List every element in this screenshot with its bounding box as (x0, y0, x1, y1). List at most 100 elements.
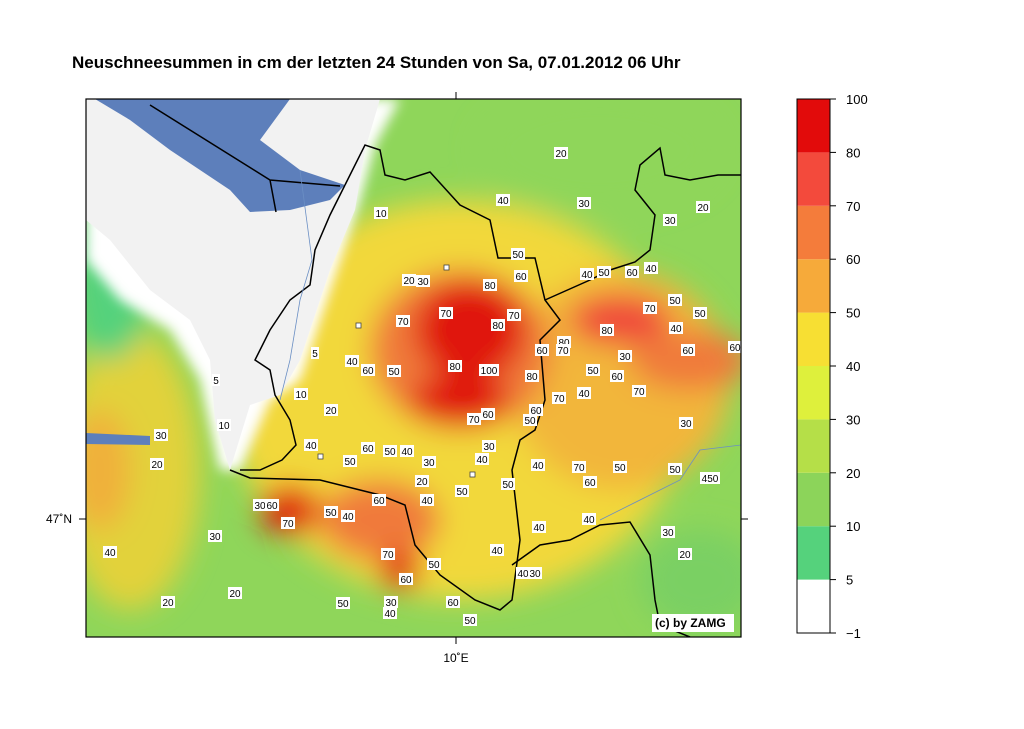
contour-label: 5 (212, 374, 220, 387)
contour-label: 60 (481, 408, 495, 421)
contour-label-bg (632, 385, 646, 397)
contour-label-bg (668, 294, 682, 306)
contour-label: 80 (491, 319, 505, 332)
contour-label-text: 30 (483, 442, 495, 453)
contour-label: 70 (552, 392, 566, 405)
contour-label-bg (384, 596, 398, 608)
contour-label-bg (341, 510, 355, 522)
contour-label-bg (217, 419, 231, 431)
contour-label: 70 (281, 517, 295, 530)
contour-label: 50 (693, 307, 707, 320)
contour-label-bg (681, 344, 695, 356)
contour-label-text: 50 (587, 366, 599, 377)
contour-label: 40 (577, 387, 591, 400)
contour-label-bg (572, 461, 586, 473)
contour-label: 40 (532, 521, 546, 534)
contour-label-bg (455, 485, 469, 497)
contour-label-text: 30 (155, 431, 167, 442)
contour-label-text: 40 (342, 512, 354, 523)
contour-label-text: 5 (312, 349, 318, 360)
contour-label-bg (427, 558, 441, 570)
contour-label: 70 (643, 302, 657, 315)
contour-label-text: 30 (664, 216, 676, 227)
lon-label: 10˚E (443, 651, 468, 665)
contour-label-text: 20 (325, 406, 337, 417)
contour-label-bg (535, 344, 549, 356)
contour-label: 50 (324, 506, 338, 519)
contour-label-bg (361, 364, 375, 376)
contour-label-bg (208, 530, 222, 542)
colorbar-segment (797, 366, 830, 420)
contour-label-bg (415, 475, 429, 487)
contour-label: 20 (161, 596, 175, 609)
contour-label-bg (253, 499, 267, 511)
contour-label-text: 40 (645, 264, 657, 275)
contour-label-text: 70 (468, 415, 480, 426)
contour-label-text: 60 (729, 343, 741, 354)
colorbar-tick-label: 50 (846, 306, 860, 321)
contour-label: 70 (632, 385, 646, 398)
colorbar-segment (797, 419, 830, 473)
contour-label-bg (532, 521, 546, 533)
contour-label: 50 (387, 365, 401, 378)
contour-label: 30 (384, 596, 398, 609)
contour-label-text: 80 (492, 321, 504, 332)
contour-label-bg (552, 392, 566, 404)
contour-label: 40 (669, 322, 683, 335)
contour-label-text: 50 (598, 268, 610, 279)
contour-label: 20 (696, 201, 710, 214)
contour-label-bg (523, 414, 537, 426)
contour-label-text: 50 (502, 480, 514, 491)
contour-label: 60 (529, 404, 543, 417)
axis-ticks (79, 92, 748, 644)
contour-label-bg (582, 513, 596, 525)
contour-label-bg (381, 548, 395, 560)
contour-label: 60 (610, 370, 624, 383)
contour-label-bg (678, 548, 692, 560)
contour-label-bg (396, 315, 410, 327)
contour-label: 10 (294, 388, 308, 401)
contour-label-bg (516, 567, 530, 579)
colorbar-tick-label: 60 (846, 252, 860, 267)
contour-label-bg (324, 506, 338, 518)
contour-label-bg (479, 364, 499, 376)
colorbar-tick-label: −1 (846, 626, 861, 641)
contour-label-bg (422, 456, 436, 468)
title: Neuschneesummen in cm der letzten 24 Stu… (72, 53, 681, 72)
contour-label-bg (446, 596, 460, 608)
contour-label-text: 20 (555, 149, 567, 160)
contour-label-text: 50 (325, 508, 337, 519)
contour-label-bg (400, 445, 414, 457)
contour-label-text: 5 (213, 376, 219, 387)
colorbar: −1 5 10 20 30 40 50 60 70 80 100 (796, 92, 868, 641)
contour-label-bg (577, 387, 591, 399)
contour-label-text: 40 (670, 324, 682, 335)
contour-label: 50 (597, 266, 611, 279)
contour-label-text: 60 (362, 366, 374, 377)
contour-label: 60 (446, 596, 460, 609)
contour-label-text: 70 (282, 519, 294, 530)
contour-label: 10 (374, 207, 388, 220)
contour-label: 60 (625, 266, 639, 279)
contour-label-text: 60 (515, 272, 527, 283)
contour-label: 50 (455, 485, 469, 498)
contour-label: 5 (311, 347, 319, 360)
contour-label-text: 50 (669, 465, 681, 476)
contour-label-text: 50 (428, 560, 440, 571)
contour-label: 50 (511, 248, 525, 261)
contour-label-text: 50 (614, 463, 626, 474)
contour-label-bg (304, 439, 318, 451)
contour-label-bg (700, 472, 720, 484)
contour-label-text: 50 (456, 487, 468, 498)
contour-label-bg (416, 275, 430, 287)
contour-label-text: 60 (400, 575, 412, 586)
contour-label-text: 20 (403, 276, 415, 287)
contour-label-bg (336, 597, 350, 609)
contour-label-text: 40 (532, 461, 544, 472)
contour-label-text: 40 (305, 441, 317, 452)
colorbar-tick-label: 40 (846, 359, 860, 374)
contour-label-text: 20 (162, 598, 174, 609)
contour-label-bg (583, 476, 597, 488)
contour-label: 40 (516, 567, 530, 580)
contour-label: 70 (572, 461, 586, 474)
